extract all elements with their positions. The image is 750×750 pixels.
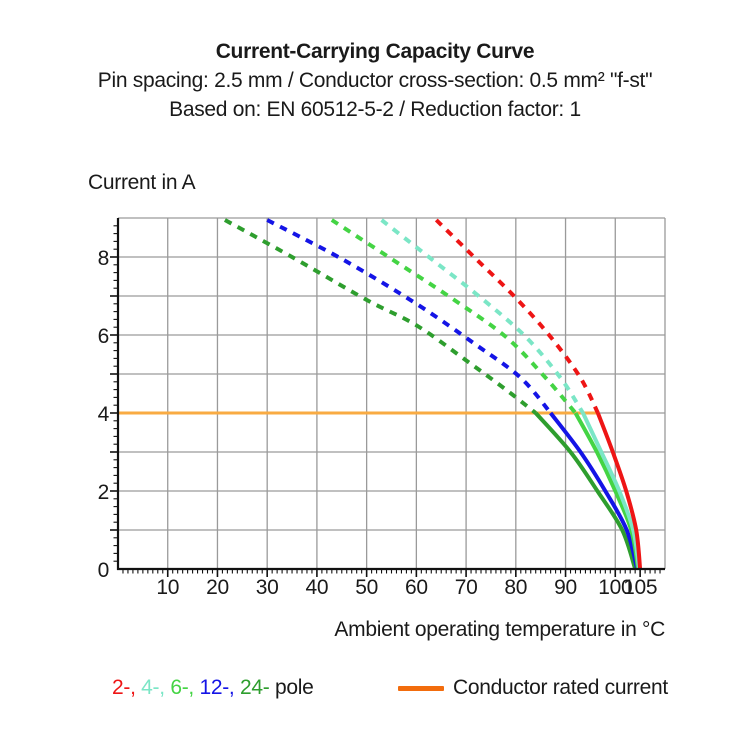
x-tick-label: 100 <box>598 576 632 599</box>
pole-legend-item-12-pole: 12-, <box>199 676 240 699</box>
y-tick-label: 8 <box>98 247 109 270</box>
x-tick-label: 90 <box>554 576 577 599</box>
x-tick-label: 105 <box>623 576 657 599</box>
rated-current-label: Conductor rated current <box>453 676 668 699</box>
title-block: Current-Carrying Capacity Curve Pin spac… <box>0 37 750 124</box>
pole-legend-item-2-pole: 2-, <box>112 676 142 699</box>
x-tick-label: 30 <box>256 576 279 599</box>
pole-legend-suffix: pole <box>275 676 314 699</box>
chart-subtitle-specs: Pin spacing: 2.5 mm / Conductor cross-se… <box>97 69 653 92</box>
pole-legend-item-4-pole: 4-, <box>141 676 171 699</box>
x-tick-label: 60 <box>405 576 428 599</box>
series-dashed-24-pole <box>223 218 537 415</box>
series-dashed-2-pole <box>434 218 600 414</box>
series-solid-12-pole <box>549 411 640 570</box>
y-tick-label: 0 <box>98 559 109 582</box>
y-tick-label: 2 <box>98 481 109 504</box>
pole-count-legend: 2-, 4-, 6-, 12-, 24- pole <box>112 675 314 701</box>
y-tick-label: 6 <box>98 325 109 348</box>
y-axis-title: Current in A <box>88 171 196 194</box>
x-tick-label: 80 <box>504 576 527 599</box>
x-axis-title: Ambient operating temperature in °C <box>334 618 665 641</box>
rated-current-swatch <box>398 685 444 691</box>
series-solid-24-pole <box>534 411 638 570</box>
series-dashed-12-pole <box>266 218 553 415</box>
x-tick-label: 40 <box>306 576 329 599</box>
chart-subtitle-standard: Based on: EN 60512-5-2 / Reduction facto… <box>169 98 581 121</box>
series-solid-2-pole <box>596 412 643 570</box>
series-dashed-6-pole <box>330 218 578 415</box>
chart-title: Current-Carrying Capacity Curve <box>215 40 535 63</box>
pole-legend-item-6-pole: 6-, <box>170 676 200 699</box>
series-solid-4-pole <box>581 412 642 570</box>
x-tick-label: 10 <box>156 576 179 599</box>
x-tick-label: 50 <box>355 576 378 599</box>
rated-current-legend: Conductor rated current <box>398 675 668 701</box>
x-tick-label: 70 <box>455 576 478 599</box>
x-tick-label: 20 <box>206 576 229 599</box>
pole-legend-item-24-pole: 24- <box>240 676 275 699</box>
y-tick-label: 4 <box>98 403 110 426</box>
